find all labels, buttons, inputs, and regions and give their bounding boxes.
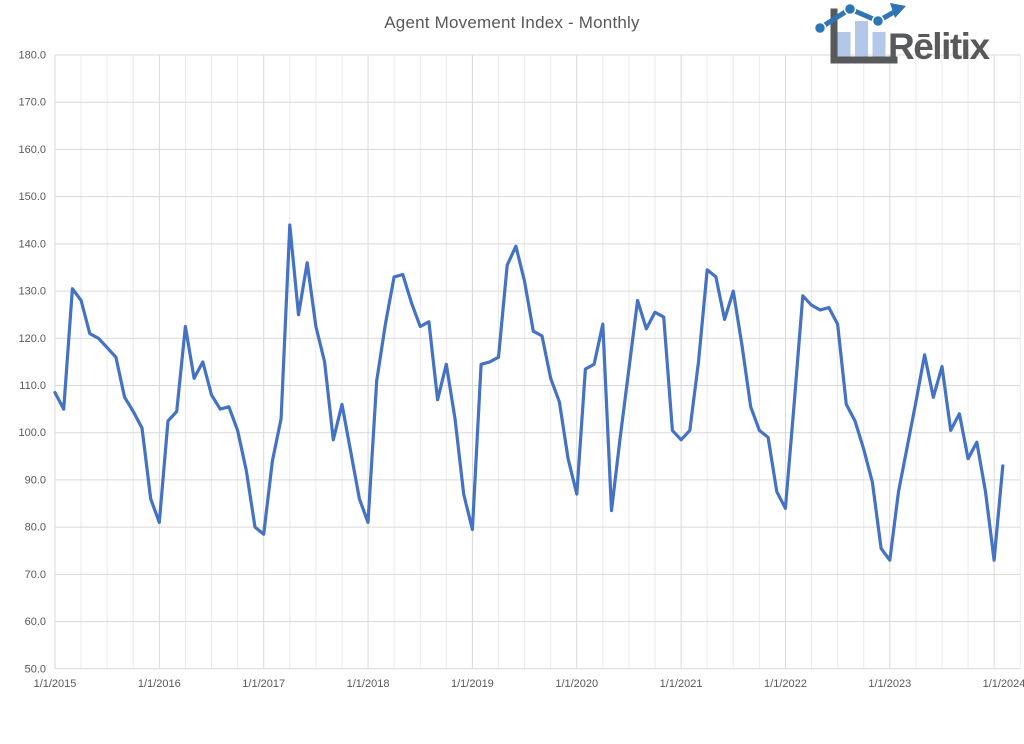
vertical-gridlines <box>54 55 1021 669</box>
y-tick-label: 90.0 <box>25 474 46 486</box>
y-tick-label: 110.0 <box>19 380 46 392</box>
y-tick-label: 170.0 <box>18 97 46 109</box>
y-tick-label: 50.0 <box>25 663 46 675</box>
x-tick-label: 1/1/2015 <box>34 678 77 690</box>
logo-bar-chart-icon <box>830 8 898 64</box>
x-axis-labels: 1/1/2015 1/1/2016 1/1/2017 1/1/2018 1/1/2019… <box>34 678 1024 690</box>
y-tick-label: 80.0 <box>25 522 46 534</box>
relitix-logo: Rēlitix <box>813 2 992 67</box>
y-tick-label: 120.0 <box>18 333 46 345</box>
ami-series-line <box>53 223 1005 562</box>
x-tick-label: 1/1/2018 <box>347 678 390 690</box>
x-tick-label: 1/1/2020 <box>555 678 598 690</box>
horizontal-gridlines <box>55 54 1021 670</box>
y-tick-label: 100.0 <box>18 427 46 439</box>
y-tick-label: 150.0 <box>18 191 46 203</box>
x-tick-label: 1/1/2019 <box>451 678 494 690</box>
y-axis-labels: 180.0 170.0 160.0 150.0 140.0 130.0 120.0 110.0… <box>18 50 46 676</box>
x-tick-label: 1/1/2016 <box>138 678 181 690</box>
y-tick-label: 140.0 <box>18 238 46 250</box>
x-tick-label: 1/1/2024 <box>983 678 1024 690</box>
y-tick-label: 160.0 <box>18 144 46 156</box>
y-tick-label: 70.0 <box>25 569 46 581</box>
x-tick-label: 1/1/2023 <box>868 678 911 690</box>
x-tick-label: 1/1/2017 <box>242 678 285 690</box>
y-tick-label: 180.0 <box>18 50 46 62</box>
x-tick-label: 1/1/2021 <box>660 678 703 690</box>
chart-title: Agent Movement Index - Monthly <box>384 13 640 32</box>
x-tick-label: 1/1/2022 <box>764 678 807 690</box>
logo-wordmark: Rēlitix <box>888 26 990 67</box>
y-tick-label: 60.0 <box>25 616 46 628</box>
logo-trend-arrow-icon <box>813 2 906 35</box>
y-tick-label: 130.0 <box>18 286 46 298</box>
